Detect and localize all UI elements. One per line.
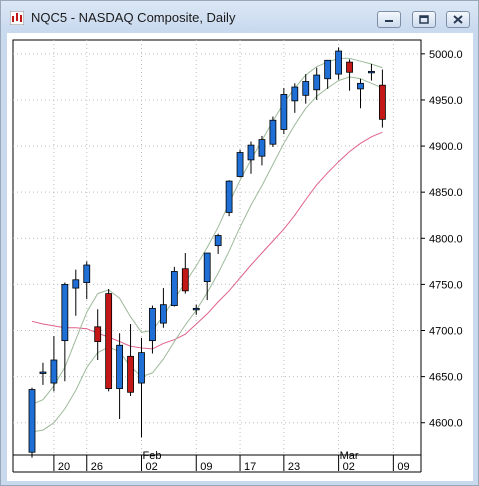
x-tick-label: 23 xyxy=(288,461,300,473)
candlestick-chart[interactable]: 4600.0 4650.0 4700.0 4750.0 4800.0 4850.0 4900… xyxy=(7,33,473,481)
candle-body[interactable] xyxy=(170,271,178,307)
candle-body[interactable] xyxy=(357,82,364,90)
month-label: Feb xyxy=(143,450,162,462)
candle-body[interactable] xyxy=(138,352,145,384)
y-tick-label: 4900.0 xyxy=(429,141,463,153)
plot-frame xyxy=(12,39,422,456)
candle-body[interactable] xyxy=(236,152,244,177)
candle-body[interactable] xyxy=(269,119,277,145)
candle-body[interactable] xyxy=(313,74,321,91)
candle-body[interactable] xyxy=(247,144,255,161)
y-tick-label: 4750.0 xyxy=(429,279,463,291)
y-tick-label: 4600.0 xyxy=(429,418,463,430)
candle-body[interactable] xyxy=(116,344,123,389)
y-tick-label: 4850.0 xyxy=(429,187,463,199)
x-tick-label: 17 xyxy=(244,461,256,473)
candle-body[interactable] xyxy=(127,355,134,393)
candle-body[interactable] xyxy=(105,293,113,390)
close-button[interactable] xyxy=(446,11,470,28)
window-title: NQC5 - NASDAQ Composite, Daily xyxy=(31,10,236,25)
month-label: Mar xyxy=(340,450,359,462)
candle-body[interactable] xyxy=(72,279,80,289)
x-tick-label: 09 xyxy=(397,461,409,473)
candle-body[interactable] xyxy=(61,283,69,342)
candle-body[interactable] xyxy=(280,94,288,130)
y-tick-label: 4800.0 xyxy=(429,233,463,245)
candle-body[interactable] xyxy=(214,235,222,247)
candle-body[interactable] xyxy=(368,70,375,74)
candle-body[interactable] xyxy=(203,252,211,283)
candle-body[interactable] xyxy=(83,264,91,283)
minimize-icon xyxy=(385,20,393,22)
candle-body[interactable] xyxy=(39,371,47,374)
title-bar[interactable]: NQC5 - NASDAQ Composite, Daily xyxy=(1,1,478,33)
x-tick-label: 20 xyxy=(58,461,70,473)
candle-body[interactable] xyxy=(335,50,343,75)
candle-body[interactable] xyxy=(159,304,167,324)
x-tick-label: 02 xyxy=(146,461,158,473)
y-tick-label: 4950.0 xyxy=(429,95,463,107)
candle-body[interactable] xyxy=(225,180,233,213)
candle-body[interactable] xyxy=(291,86,299,102)
restore-icon xyxy=(419,15,429,24)
x-tick-label: 02 xyxy=(343,461,355,473)
candle-body[interactable] xyxy=(28,389,36,453)
restore-button[interactable] xyxy=(412,11,436,28)
y-tick-label: 4650.0 xyxy=(429,372,463,384)
chart-app-icon xyxy=(10,11,24,25)
y-tick-label: 4700.0 xyxy=(429,326,463,338)
y-tick-label: 5000.0 xyxy=(429,49,463,61)
candle-body[interactable] xyxy=(346,61,353,73)
candle-body[interactable] xyxy=(50,359,58,384)
overlay-line-1 xyxy=(31,131,383,350)
candle-body[interactable] xyxy=(258,139,266,157)
candle-body[interactable] xyxy=(149,307,156,342)
x-tick-label: 09 xyxy=(200,461,212,473)
close-icon xyxy=(453,15,463,24)
candle-body[interactable] xyxy=(378,84,386,120)
candle-body[interactable] xyxy=(324,59,332,80)
candle-body[interactable] xyxy=(94,326,102,342)
x-tick-label: 26 xyxy=(91,461,103,473)
minimize-button[interactable] xyxy=(377,11,401,28)
candle-body[interactable] xyxy=(181,268,189,292)
chart-area[interactable]: 4600.0 4650.0 4700.0 4750.0 4800.0 4850.0 4900… xyxy=(7,33,473,481)
candle-body[interactable] xyxy=(302,81,310,96)
overlay-line-3 xyxy=(31,57,383,405)
candle-body[interactable] xyxy=(192,307,200,311)
